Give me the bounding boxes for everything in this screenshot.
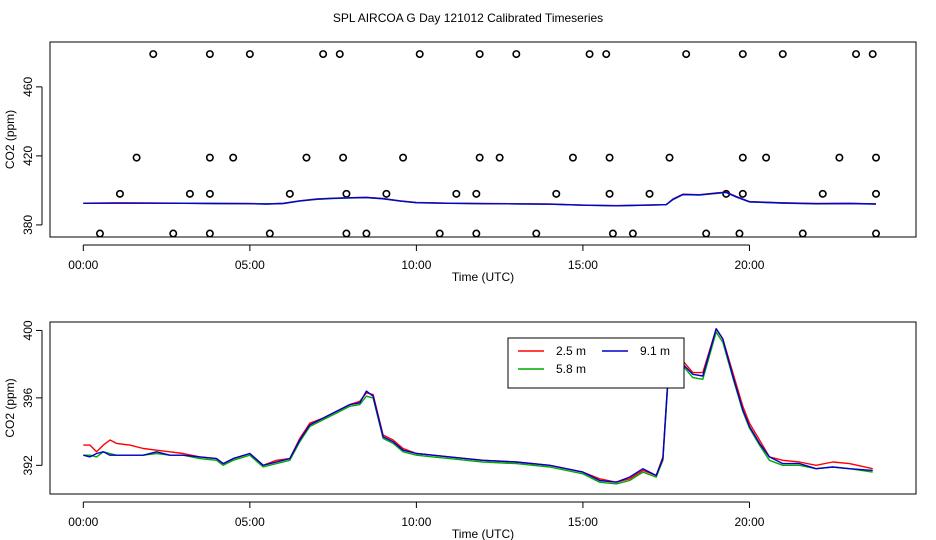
scatter-point xyxy=(585,50,594,59)
x-tick-label: 10:00 xyxy=(401,515,431,529)
scatter-point xyxy=(342,229,351,238)
scatter-point xyxy=(285,189,294,198)
x-axis-label: Time (UTC) xyxy=(452,270,514,284)
plot-frame xyxy=(49,41,917,238)
legend: 2.5 m 5.8 m 9.1 m xyxy=(507,337,685,389)
scatter-point xyxy=(608,229,617,238)
scatter-point xyxy=(382,189,391,198)
y-tick-label: 420 xyxy=(21,146,35,166)
scatter-point xyxy=(205,189,214,198)
scatter-point xyxy=(265,229,274,238)
scatter-point xyxy=(605,189,614,198)
scatter-point xyxy=(339,153,348,162)
scatter-point xyxy=(702,229,711,238)
x-tick-label: 15:00 xyxy=(568,258,598,272)
scatter-point xyxy=(435,229,444,238)
scatter-point xyxy=(495,153,504,162)
scatter-point xyxy=(605,153,614,162)
scatter-point xyxy=(665,153,674,162)
scatter-point xyxy=(738,189,747,198)
scatter-point xyxy=(762,153,771,162)
y-tick-label: 380 xyxy=(21,215,35,235)
scatter-point xyxy=(132,153,141,162)
series-line-91m xyxy=(83,191,877,207)
y-tick-label: 396 xyxy=(21,388,35,408)
scatter-point xyxy=(399,153,408,162)
scatter-point xyxy=(645,189,654,198)
y-tick-label: 392 xyxy=(21,455,35,475)
x-tick-label: 00:00 xyxy=(68,515,98,529)
scatter-point xyxy=(872,189,881,198)
series-line-58m xyxy=(83,331,873,485)
scatter-point xyxy=(532,229,541,238)
y-axis-label: CO2 (ppm) xyxy=(3,378,17,437)
scatter-point xyxy=(415,50,424,59)
scatter-point xyxy=(149,50,158,59)
scatter-point xyxy=(872,229,881,238)
legend-label: 5.8 m xyxy=(556,362,586,376)
scatter-point xyxy=(472,189,481,198)
x-tick-label: 05:00 xyxy=(235,258,265,272)
scatter-point xyxy=(568,153,577,162)
scatter-point xyxy=(319,50,328,59)
scatter-point xyxy=(342,189,351,198)
scatter-point xyxy=(115,189,124,198)
panel-bottom: 00:00 05:00 10:00 15:00 20:00 Time (UTC) 392 39… xyxy=(3,320,917,540)
x-axis-label: Time (UTC) xyxy=(452,527,514,540)
x-tick-label: 15:00 xyxy=(568,515,598,529)
scatter-point xyxy=(229,153,238,162)
scatter-point xyxy=(512,50,521,59)
scatter-point xyxy=(682,50,691,59)
scatter-point xyxy=(798,229,807,238)
scatter-point xyxy=(169,229,178,238)
scatter-point xyxy=(245,50,254,59)
x-tick-label: 10:00 xyxy=(401,258,431,272)
panel-top: 00:00 05:00 10:00 15:00 20:00 Time (UTC) 380 42… xyxy=(3,41,917,284)
scatter-point xyxy=(95,229,104,238)
series-line-91m xyxy=(83,328,873,483)
y-axis-label: CO2 (ppm) xyxy=(3,110,17,169)
scatter-point xyxy=(602,50,611,59)
x-tick-label: 00:00 xyxy=(68,258,98,272)
scatter-point xyxy=(818,189,827,198)
scatter-point xyxy=(185,189,194,198)
y-tick-label: 400 xyxy=(21,320,35,340)
scatter-point xyxy=(475,153,484,162)
scatter-point xyxy=(205,153,214,162)
scatter-point xyxy=(735,229,744,238)
scatter-point xyxy=(778,50,787,59)
scatter-point xyxy=(205,229,214,238)
scatter-point xyxy=(835,153,844,162)
scatter-point xyxy=(475,50,484,59)
y-tick-label: 460 xyxy=(21,77,35,97)
legend-label: 9.1 m xyxy=(640,344,670,358)
scatter-point xyxy=(852,50,861,59)
scatter-point xyxy=(872,153,881,162)
x-tick-label: 05:00 xyxy=(235,515,265,529)
scatter-point xyxy=(628,229,637,238)
legend-box xyxy=(507,337,685,389)
scatter-point xyxy=(552,189,561,198)
legend-label: 2.5 m xyxy=(556,344,586,358)
x-tick-label: 20:00 xyxy=(734,258,764,272)
scatter-point xyxy=(738,153,747,162)
scatter-point xyxy=(302,153,311,162)
chart-title: SPL AIRCOA G Day 121012 Calibrated Times… xyxy=(333,11,603,25)
scatter-point xyxy=(472,229,481,238)
scatter-point xyxy=(738,50,747,59)
scatter-point xyxy=(868,50,877,59)
scatter-point xyxy=(362,229,371,238)
scatter-point xyxy=(205,50,214,59)
scatter-point xyxy=(335,50,344,59)
scatter-point xyxy=(452,189,461,198)
plot-frame xyxy=(49,321,917,495)
x-tick-label: 20:00 xyxy=(734,515,764,529)
